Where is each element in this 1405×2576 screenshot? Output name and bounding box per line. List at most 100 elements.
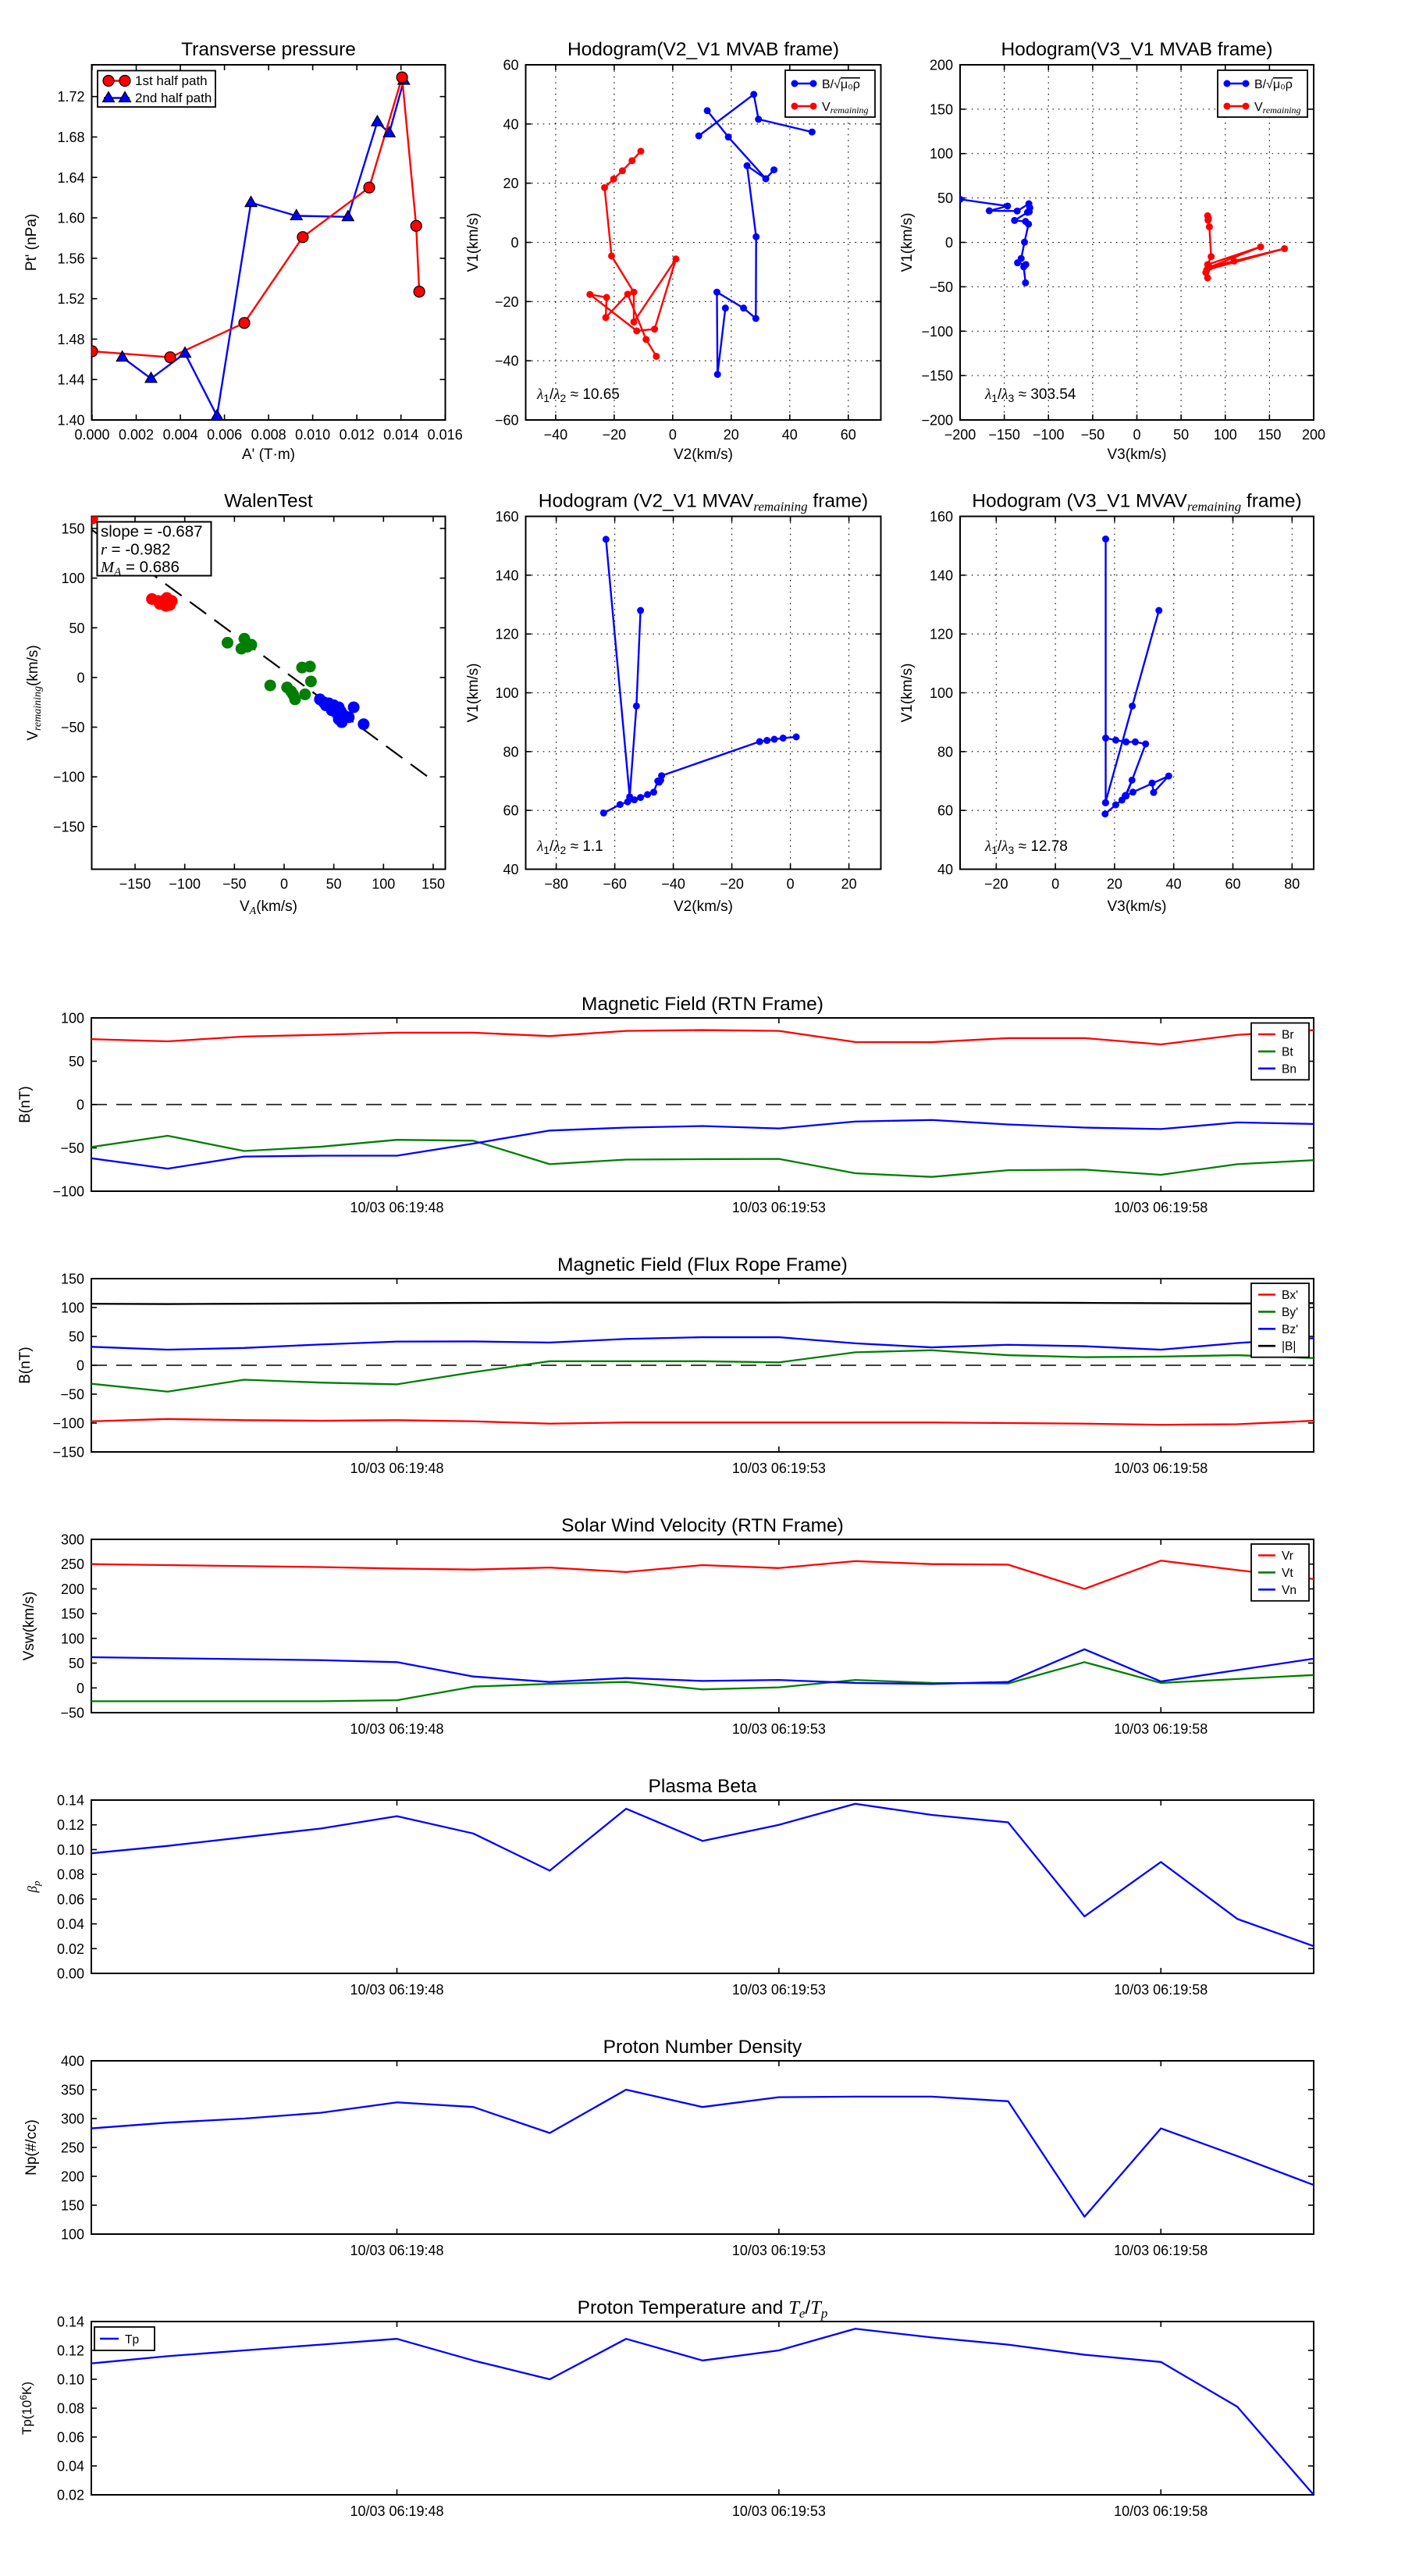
svg-text:B/√μ₀ρ: B/√μ₀ρ [822, 78, 860, 91]
svg-text:0.06: 0.06 [57, 1891, 84, 1907]
svg-text:10/03 06:19:48: 10/03 06:19:48 [350, 1461, 443, 1476]
svg-text:250: 250 [61, 1557, 84, 1572]
svg-text:80: 80 [503, 744, 518, 760]
svg-text:120: 120 [495, 627, 518, 642]
svg-text:−150: −150 [921, 368, 953, 384]
svg-text:−50: −50 [60, 1140, 84, 1156]
svg-text:10/03 06:19:58: 10/03 06:19:58 [1114, 1721, 1208, 1737]
svg-text:160: 160 [930, 509, 953, 525]
svg-text:60: 60 [937, 803, 953, 819]
svg-text:80: 80 [1284, 877, 1300, 892]
svg-text:V2(km/s): V2(km/s) [674, 447, 733, 463]
svg-text:0: 0 [787, 877, 795, 892]
svg-text:0: 0 [76, 1098, 84, 1113]
svg-text:100: 100 [61, 2227, 84, 2243]
svg-text:A' (T·m): A' (T·m) [242, 447, 295, 463]
svg-text:−40: −40 [495, 354, 519, 369]
svg-text:−100: −100 [921, 324, 953, 340]
svg-text:10/03 06:19:58: 10/03 06:19:58 [1114, 1461, 1208, 1476]
svg-text:50: 50 [69, 1054, 84, 1069]
svg-text:0: 0 [510, 235, 518, 251]
svg-text:300: 300 [61, 2112, 84, 2127]
svg-text:50: 50 [69, 1656, 84, 1671]
svg-text:Vr: Vr [1282, 1550, 1293, 1563]
svg-text:Tp(106K): Tp(106K) [18, 2382, 34, 2435]
svg-text:Bn: Bn [1282, 1062, 1297, 1076]
svg-text:200: 200 [1302, 427, 1325, 443]
svg-text:MA = 0.686: MA = 0.686 [100, 558, 180, 578]
svg-text:V3(km/s): V3(km/s) [1108, 898, 1167, 915]
svg-text:0.016: 0.016 [428, 427, 463, 443]
svg-text:20: 20 [841, 877, 857, 892]
svg-text:−20: −20 [720, 877, 744, 892]
svg-text:60: 60 [841, 427, 856, 443]
svg-text:λ1/λ3 ≈ 303.54: λ1/λ3 ≈ 303.54 [984, 386, 1076, 404]
svg-text:20: 20 [1107, 877, 1122, 892]
svg-text:0.08: 0.08 [57, 2401, 84, 2417]
svg-text:160: 160 [495, 509, 518, 525]
svg-text:WalenTest: WalenTest [224, 491, 313, 512]
svg-text:140: 140 [930, 568, 953, 583]
svg-text:0.08: 0.08 [57, 1867, 84, 1883]
svg-text:−50: −50 [61, 720, 85, 735]
svg-text:10/03 06:19:48: 10/03 06:19:48 [350, 1982, 443, 1998]
svg-text:1.60: 1.60 [57, 211, 84, 226]
svg-text:|B|: |B| [1282, 1340, 1296, 1354]
svg-text:1.52: 1.52 [57, 291, 84, 307]
svg-text:50: 50 [69, 621, 84, 636]
svg-text:−100: −100 [52, 1416, 84, 1432]
svg-text:300: 300 [61, 1532, 84, 1548]
svg-text:0.008: 0.008 [251, 427, 286, 443]
svg-text:Np(#/cc): Np(#/cc) [23, 2119, 40, 2176]
svg-text:0: 0 [76, 670, 84, 685]
svg-text:1.48: 1.48 [57, 332, 84, 347]
svg-text:1.40: 1.40 [57, 413, 84, 429]
svg-text:100: 100 [930, 146, 953, 162]
svg-text:V1(km/s): V1(km/s) [465, 664, 482, 723]
svg-text:−50: −50 [929, 279, 953, 295]
svg-text:0.00: 0.00 [57, 1966, 84, 1982]
svg-text:By': By' [1282, 1306, 1298, 1319]
svg-text:V1(km/s): V1(km/s) [899, 664, 916, 723]
svg-text:2nd half path: 2nd half path [135, 91, 212, 105]
svg-text:100: 100 [61, 571, 84, 586]
svg-text:10/03 06:19:48: 10/03 06:19:48 [350, 1721, 443, 1737]
svg-text:150: 150 [422, 877, 445, 892]
svg-text:1.56: 1.56 [57, 251, 84, 266]
svg-text:Br: Br [1282, 1029, 1294, 1042]
svg-text:V3(km/s): V3(km/s) [1108, 447, 1167, 463]
svg-text:0.12: 0.12 [57, 2343, 84, 2359]
svg-text:100: 100 [1214, 427, 1237, 443]
svg-text:B(nT): B(nT) [17, 1086, 34, 1123]
svg-text:Hodogram (V3_V1 MVAVremaining: Hodogram (V3_V1 MVAVremaining frame) [972, 491, 1301, 514]
svg-text:0: 0 [945, 235, 953, 251]
svg-text:20: 20 [724, 427, 739, 443]
svg-text:10/03 06:19:53: 10/03 06:19:53 [732, 1721, 826, 1737]
svg-text:Vremaining: Vremaining [822, 101, 869, 116]
svg-text:80: 80 [937, 744, 953, 760]
svg-text:200: 200 [61, 2169, 84, 2185]
svg-text:Vremaining(km/s): Vremaining(km/s) [25, 645, 44, 741]
svg-text:0.006: 0.006 [207, 427, 242, 443]
svg-text:−40: −40 [544, 427, 568, 443]
svg-text:Magnetic Field (Flux Rope Fram: Magnetic Field (Flux Rope Frame) [557, 1254, 848, 1276]
svg-text:−150: −150 [53, 819, 85, 834]
svg-text:−100: −100 [52, 1184, 84, 1200]
svg-text:150: 150 [61, 1272, 84, 1287]
svg-text:50: 50 [1173, 427, 1189, 443]
svg-text:Hodogram(V2_V1 MVAB frame): Hodogram(V2_V1 MVAB frame) [567, 39, 839, 60]
svg-text:0.000: 0.000 [74, 427, 109, 443]
svg-text:Hodogram (V2_V1 MVAVremaining: Hodogram (V2_V1 MVAVremaining frame) [539, 491, 868, 514]
svg-text:−150: −150 [52, 1445, 84, 1461]
svg-text:−20: −20 [603, 427, 627, 443]
svg-text:10/03 06:19:58: 10/03 06:19:58 [1114, 2243, 1208, 2258]
svg-text:50: 50 [69, 1329, 84, 1345]
svg-text:150: 150 [1257, 427, 1281, 443]
svg-text:−200: −200 [944, 427, 976, 443]
svg-text:B(nT): B(nT) [17, 1347, 34, 1384]
svg-text:Bz': Bz' [1282, 1323, 1298, 1336]
svg-text:10/03 06:19:48: 10/03 06:19:48 [350, 1200, 443, 1215]
svg-text:10/03 06:19:58: 10/03 06:19:58 [1114, 1982, 1208, 1998]
svg-text:120: 120 [930, 627, 953, 642]
svg-text:200: 200 [61, 1582, 84, 1597]
